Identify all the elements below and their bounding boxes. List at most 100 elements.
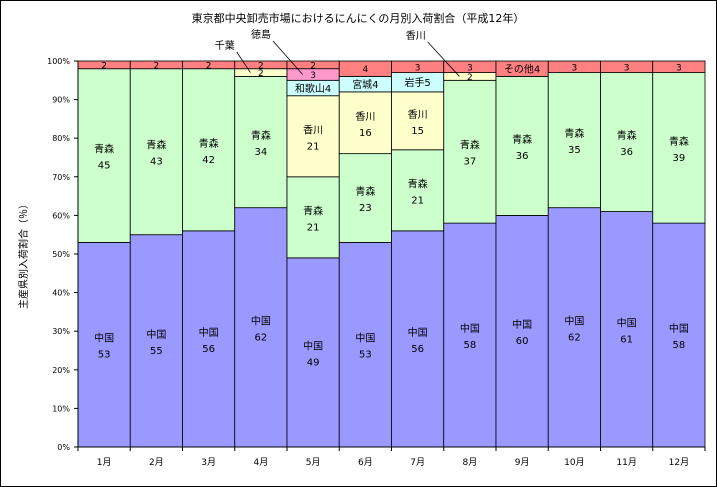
segment-value-label: 16 — [359, 128, 372, 139]
bar-segment — [600, 72, 654, 212]
callout-leader-line — [272, 40, 303, 75]
segment-value-label: 2 — [258, 61, 264, 71]
segment-value-label: 61 — [620, 334, 633, 345]
bar-segment — [77, 242, 131, 448]
segment-value-label: 58 — [464, 340, 477, 351]
x-tick-label: 2月 — [149, 457, 164, 468]
y-tick-label: 100% — [47, 57, 70, 66]
segment-name-label: 中国 — [303, 339, 323, 352]
segment-value-label: 21 — [307, 141, 320, 152]
bar-segment — [652, 60, 706, 73]
segment-value-label: 37 — [464, 157, 477, 168]
y-tick-label: 0% — [57, 443, 70, 452]
bar-segment — [547, 72, 601, 209]
callout-leader-line — [236, 51, 251, 73]
segment-value-label: 2 — [258, 69, 264, 79]
y-tick-label: 40% — [52, 289, 70, 298]
segment-name-label: 中国 — [408, 326, 428, 339]
y-tick-label: 70% — [52, 173, 70, 182]
bar-segment — [391, 91, 445, 151]
segment-value-label: 23 — [359, 203, 372, 214]
segment-name-label: 中国 — [251, 314, 271, 327]
segment-value-label: 35 — [568, 145, 581, 156]
segment-value-label: 55 — [150, 346, 163, 357]
segment-value-label: 2 — [310, 61, 316, 71]
chart-title: 東京都中央卸売市場におけるにんにくの月別入荷割合（平成12年） — [192, 11, 525, 25]
segment-name-label: 青森 — [617, 129, 637, 142]
y-tick-label: 50% — [52, 250, 70, 259]
segment-name-label: 中国 — [617, 316, 637, 329]
segment-name-label: 青森 — [564, 127, 584, 140]
segment-name-label: 中国 — [355, 332, 375, 345]
segment-name-label: 中国 — [512, 318, 532, 331]
segment-name-label: 青森 — [199, 137, 219, 150]
segment-label: 岩手5 — [404, 76, 430, 89]
segment-value-label: 2 — [154, 61, 160, 71]
callout-leader-line — [427, 41, 460, 77]
y-tick-label: 20% — [52, 366, 70, 375]
segment-value-label: 2 — [467, 73, 473, 83]
segment-label: 和歌山4 — [295, 82, 331, 95]
bar-segment — [443, 222, 497, 448]
bar-segment — [338, 242, 392, 448]
segment-name-label: 青森 — [146, 139, 166, 152]
segment-value-label: 3 — [676, 63, 682, 73]
segment-value-label: 43 — [150, 157, 163, 168]
bar-segment — [234, 76, 288, 209]
bar-segment — [600, 211, 654, 448]
segment-name-label: 中国 — [199, 326, 219, 339]
bar-segment — [443, 79, 497, 224]
segment-name-label: 中国 — [669, 322, 689, 335]
segment-name-label: 中国 — [94, 332, 114, 345]
segment-value-label: 62 — [568, 332, 581, 343]
bar-segment — [338, 91, 392, 155]
segment-value-label: 21 — [411, 195, 424, 206]
segment-label: 宮城4 — [352, 78, 378, 91]
callout-label: 香川 — [406, 30, 426, 42]
segment-value-label: 36 — [516, 151, 529, 162]
segment-name-label: 中国 — [460, 322, 480, 335]
segment-value-label: 2 — [101, 61, 107, 71]
segment-name-label: 香川 — [303, 124, 323, 136]
segment-name-label: 青森 — [94, 143, 114, 156]
segment-value-label: 45 — [98, 161, 111, 172]
segment-value-label: 58 — [673, 340, 686, 351]
bar-segment — [182, 68, 236, 232]
segment-value-label: 53 — [98, 350, 111, 361]
y-tick-label: 60% — [52, 211, 70, 220]
x-tick-label: 6月 — [358, 457, 373, 468]
x-tick-label: 10月 — [564, 457, 584, 468]
segment-name-label: 青森 — [669, 135, 689, 148]
bar-segment — [338, 153, 392, 243]
segment-name-label: 青森 — [512, 133, 532, 146]
segment-label: その他4 — [504, 63, 540, 76]
y-tick-label: 30% — [52, 327, 70, 336]
callout-label: 千葉 — [215, 39, 235, 52]
segment-value-label: 53 — [359, 350, 372, 361]
segment-name-label: 中国 — [564, 314, 584, 327]
segment-name-label: 香川 — [408, 109, 428, 121]
segment-value-label: 4 — [363, 65, 369, 75]
bar-segment — [652, 222, 706, 448]
y-tick-label: 80% — [52, 134, 70, 143]
x-tick-label: 12月 — [669, 457, 689, 468]
segment-name-label: 中国 — [146, 328, 166, 341]
segment-value-label: 42 — [202, 155, 215, 166]
segment-value-label: 36 — [620, 147, 633, 158]
segment-name-label: 青森 — [251, 129, 271, 142]
segment-value-label: 49 — [307, 357, 320, 368]
segment-value-label: 3 — [310, 71, 316, 81]
x-tick-label: 8月 — [463, 457, 478, 468]
segment-value-label: 21 — [307, 222, 320, 233]
segment-value-label: 56 — [411, 344, 424, 355]
y-tick-label: 90% — [52, 96, 70, 105]
callout-label: 徳島 — [251, 28, 271, 41]
segment-value-label: 39 — [673, 153, 686, 164]
y-axis-label: 主産県別入荷割合（％） — [17, 199, 30, 309]
bar-segment — [391, 230, 445, 448]
segment-name-label: 香川 — [355, 111, 375, 123]
segment-value-label: 60 — [516, 336, 529, 347]
segment-value-label: 3 — [572, 63, 578, 73]
bar-segment — [652, 72, 706, 224]
